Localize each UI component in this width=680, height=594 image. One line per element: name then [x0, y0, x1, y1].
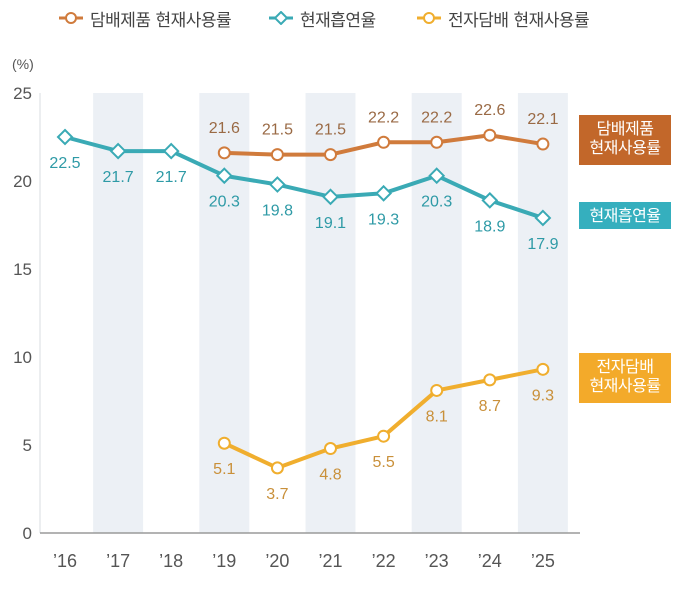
x-tick-label: ’25 — [531, 551, 555, 571]
data-label: 22.1 — [527, 111, 558, 128]
data-point-diamond — [56, 128, 74, 146]
data-point-diamond — [162, 142, 180, 160]
data-label: 4.8 — [319, 467, 341, 484]
legend-circle-marker-icon — [417, 12, 441, 24]
legend-label: 전자담배 현재사용률 — [448, 10, 590, 31]
legend-label: 현재흡연율 — [300, 10, 376, 31]
x-tick-label: ’19 — [212, 551, 236, 571]
data-label: 22.2 — [421, 109, 452, 126]
x-tick-label: ’21 — [318, 551, 342, 571]
data-point-diamond — [109, 142, 127, 160]
data-label: 5.5 — [372, 454, 394, 471]
data-point-diamond — [428, 167, 446, 185]
data-point-circle — [430, 135, 444, 149]
data-label: 21.6 — [209, 120, 240, 137]
data-point-diamond — [322, 188, 339, 206]
shaded-band — [93, 93, 144, 533]
chart-legend: 담배제품 현재사용률 현재흡연율 전자담배 현재사용률 — [0, 4, 680, 32]
legend-diamond-marker-icon — [269, 11, 293, 25]
data-point-circle — [483, 128, 497, 142]
legend-item-e-cigarette: 전자담배 현재사용률 — [416, 4, 590, 32]
data-point-circle — [270, 148, 284, 162]
data-label: 17.9 — [527, 236, 558, 253]
data-label: 20.3 — [421, 194, 452, 211]
data-label: 19.1 — [315, 215, 346, 232]
data-point-circle — [217, 436, 231, 450]
data-label: 22.6 — [474, 102, 505, 119]
legend-item-smoking-rate: 현재흡연율 — [268, 4, 376, 32]
data-label: 21.5 — [262, 122, 293, 139]
data-label: 8.1 — [426, 408, 448, 425]
y-tick-label: 20 — [13, 172, 32, 191]
legend-circle-marker-icon — [59, 12, 83, 24]
data-label: 21.7 — [103, 169, 134, 186]
shaded-band — [411, 93, 462, 533]
y-tick-label: 0 — [23, 524, 32, 543]
shaded-band — [305, 93, 356, 533]
series-label-box-e-cigarette: 전자담배 현재사용률 — [579, 353, 671, 403]
x-tick-label: ’18 — [159, 551, 183, 571]
data-label: 21.7 — [156, 169, 187, 186]
data-point-circle — [324, 442, 337, 456]
legend-item-tobacco-products: 담배제품 현재사용률 — [58, 4, 232, 32]
data-label: 8.7 — [479, 398, 501, 415]
y-tick-label: 15 — [13, 260, 32, 279]
series-label-line: 현재사용률 — [589, 138, 661, 157]
y-tick-label: 5 — [23, 436, 32, 455]
data-label: 3.7 — [266, 486, 288, 503]
series-line — [223, 367, 544, 470]
data-point-diamond — [534, 209, 552, 227]
data-label: 19.8 — [262, 203, 293, 220]
series-label-line: 담배제품 — [596, 119, 654, 138]
series-label-line: 현재흡연율 — [589, 206, 661, 225]
x-tick-label: ’16 — [53, 551, 77, 571]
data-point-circle — [377, 429, 391, 443]
shaded-band — [517, 93, 568, 533]
y-tick-label: 10 — [13, 348, 32, 367]
series-label-box-smoking-rate: 현재흡연율 — [579, 202, 671, 229]
data-point-circle — [536, 362, 550, 376]
data-point-diamond — [215, 167, 233, 185]
data-label: 19.3 — [368, 211, 399, 228]
y-tick-label: 25 — [13, 84, 32, 103]
x-tick-label: ’20 — [265, 551, 289, 571]
x-tick-label: ’17 — [106, 551, 130, 571]
data-label: 22.2 — [368, 109, 399, 126]
data-label: 22.5 — [49, 155, 80, 172]
data-label: 21.5 — [315, 122, 346, 139]
data-label: 18.9 — [474, 218, 505, 235]
data-point-diamond — [268, 176, 286, 193]
series-label-line: 현재사용률 — [589, 376, 661, 395]
data-point-diamond — [375, 184, 393, 202]
x-tick-label: ’23 — [425, 551, 449, 571]
data-label: 9.3 — [532, 387, 554, 404]
series-label-line: 전자담배 — [596, 357, 654, 376]
data-point-circle — [324, 148, 337, 162]
data-point-diamond — [481, 191, 499, 209]
data-point-circle — [430, 383, 444, 397]
data-label: 5.1 — [213, 461, 235, 478]
x-tick-label: ’24 — [478, 551, 502, 571]
data-point-circle — [217, 146, 231, 160]
data-point-circle — [270, 461, 284, 475]
legend-label: 담배제품 현재사용률 — [90, 10, 232, 31]
data-point-circle — [483, 373, 497, 387]
x-tick-label: ’22 — [372, 551, 396, 571]
data-label: 20.3 — [209, 194, 240, 211]
data-point-circle — [377, 135, 391, 149]
y-axis-unit-label: (%) — [12, 56, 34, 72]
series-label-box-tobacco-products: 담배제품 현재사용률 — [579, 115, 671, 165]
data-point-circle — [536, 137, 550, 151]
series-line — [64, 135, 544, 220]
